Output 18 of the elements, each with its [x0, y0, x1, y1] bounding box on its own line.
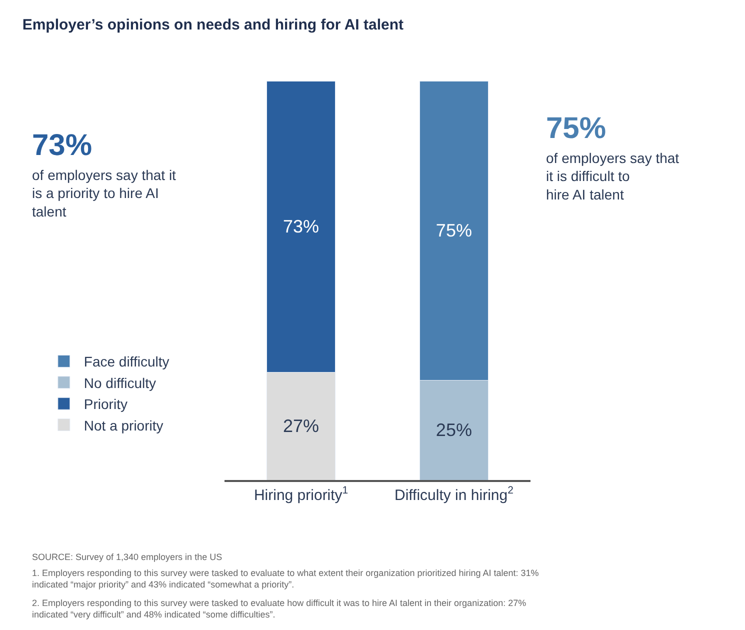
text: 73% [32, 129, 92, 162]
legend-label: No difficulty [84, 374, 156, 391]
x-tick-label: Hiring priority$^{1}$ [254, 484, 348, 504]
legend-label: Priority [84, 396, 128, 412]
data-label: 73% [283, 216, 320, 237]
source-note: SOURCE: Survey of 1,340 employers in the US [32, 552, 222, 562]
text: 2. Employers responding to this survey were tasked to evaluate how difficult it was to hire AI talent in their organization: 27% indicated “very difficult” and 48% indicated “some difficulties”. [32, 598, 526, 620]
text: of employers say that it is difficult to hire AI talent [546, 150, 680, 202]
legend-label: Not a priority [84, 417, 164, 434]
data-label: 25% [436, 420, 472, 440]
x-tick-label: Difficulty in hiring$^{2}$ [394, 484, 514, 504]
text: of employers say that it is a priority to hire AI talent [32, 167, 176, 220]
chart-title: Employer’s opinions on needs and hiring for AI talent [22, 16, 404, 34]
text: 75% [546, 112, 606, 145]
data-label: 75% [436, 220, 472, 241]
data-label: 27% [283, 416, 320, 436]
legend-label: Face difficulty [84, 354, 170, 370]
text: 1. Employers responding to this survey were tasked to evaluate to what extent their organization prioritized hiring AI talent: 31% indicated “major priority” and 43% indicated “somewhat a priority”. [32, 568, 539, 590]
